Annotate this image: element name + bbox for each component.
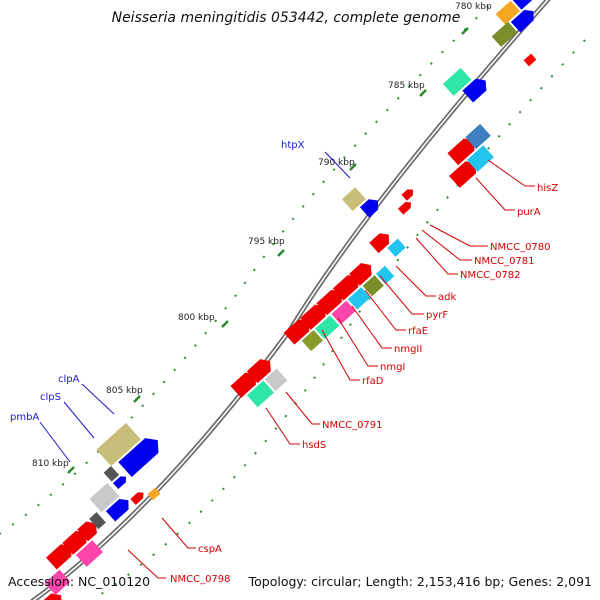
dotted-guide-rings xyxy=(0,0,586,600)
label-leader-lines xyxy=(39,151,535,579)
gene-label-nmgII: nmgII xyxy=(394,344,422,355)
tick-label-795: 795 kbp xyxy=(248,237,285,247)
gene-labels: htpX hisZ purA NMCC_0780 NMCC_0781 NMCC_… xyxy=(10,140,558,585)
map-title: Neisseria meningitidis 053442, complete … xyxy=(112,10,461,26)
accession-text: Accession: NC_010120 xyxy=(8,574,150,589)
gene-label-clpS: clpS xyxy=(40,392,61,403)
gene-label-hisZ: hisZ xyxy=(537,183,558,194)
gene-label-nmgI: nmgI xyxy=(380,362,405,373)
gene-label-NMCC_0781: NMCC_0781 xyxy=(474,256,535,267)
tick-label-805: 805 kbp xyxy=(106,386,143,396)
gene-label-NMCC_0780: NMCC_0780 xyxy=(490,242,551,253)
gene-label-cspA: cspA xyxy=(198,544,222,555)
gene-label-hsdS: hsdS xyxy=(302,440,326,451)
tick-label-790: 790 kbp xyxy=(318,158,355,168)
tick-label-785: 785 kbp xyxy=(388,81,425,91)
gene-label-clpA: clpA xyxy=(58,374,80,385)
gene-label-pyrF: pyrF xyxy=(426,310,448,321)
tick-marks xyxy=(67,27,469,474)
tick-label-810: 810 kbp xyxy=(32,459,69,469)
gene-label-NMCC_0782: NMCC_0782 xyxy=(460,270,521,281)
gene-label-htpX: htpX xyxy=(281,140,305,151)
gene-label-NMCC_0798: NMCC_0798 xyxy=(170,574,231,585)
gene-label-NMCC_0791: NMCC_0791 xyxy=(322,420,383,431)
gene-label-purA: purA xyxy=(517,207,541,218)
tick-label-800: 800 kbp xyxy=(178,313,215,323)
tick-label-780: 780 kbp xyxy=(455,2,492,12)
tick-labels: 780 kbp 785 kbp 790 kbp 795 kbp 800 kbp … xyxy=(32,2,492,469)
gene-label-rfaD: rfaD xyxy=(362,376,384,387)
topology-summary-text: Topology: circular; Length: 2,153,416 bp… xyxy=(248,574,592,589)
gene-label-pmbA: pmbA xyxy=(10,412,39,423)
gene-features xyxy=(36,0,537,600)
gene-label-adk: adk xyxy=(438,292,456,303)
gene-label-rfaE: rfaE xyxy=(408,326,428,337)
